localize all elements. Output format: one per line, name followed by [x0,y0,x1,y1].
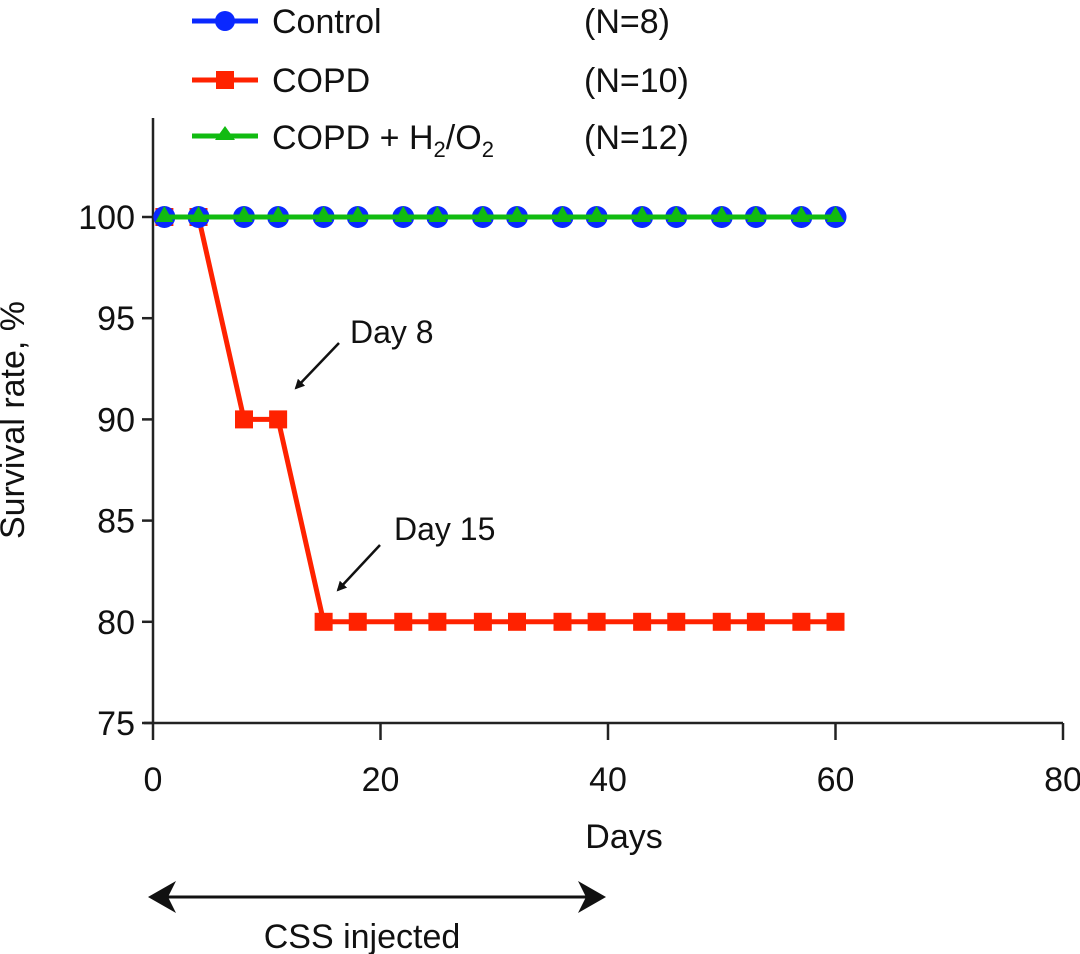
legend: Control (N=8) COPD (N=10) COPD + H2/O2 (… [192,3,689,162]
legend-label-copd-h2o2: COPD + H2/O2 [272,119,494,162]
data-point-triangle [553,206,572,222]
y-tick-label: 90 [97,401,135,439]
data-point-square [428,612,447,631]
data-point-square [553,612,572,631]
data-point-triangle [587,206,606,222]
y-axis-title: Survival rate, % [0,301,32,539]
data-point-triangle [508,206,526,222]
range-arrow-right-head [578,881,606,913]
legend-label-control: Control [272,3,382,41]
series-line [164,214,836,625]
range-arrow-left-head [148,881,176,913]
legend-marker-circle-icon [215,11,235,31]
data-point-square [633,612,652,631]
data-point-square [667,612,686,631]
legend-n-copd: (N=10) [584,62,689,100]
data-point-square [712,612,731,631]
series-copd-h2-o2 [155,206,845,222]
data-point-triangle [235,206,253,222]
y-tick-label: 100 [78,199,135,237]
annotations: Day 8 Day 15 [294,314,495,592]
x-axis-title: Days [585,818,662,856]
data-point-square [826,612,845,631]
data-point-triangle [826,206,845,222]
data-point-triangle [792,206,811,222]
legend-label-copd: COPD [272,62,370,100]
css-injected-range: CSS injected [148,881,606,954]
legend-marker-triangle-icon [215,126,235,140]
data-point-square [473,612,492,631]
series-copd [155,208,845,631]
axes: 75 80 85 90 95 100 0 20 40 60 80 [78,118,1080,799]
data-point-triangle [633,206,652,222]
data-point-triangle [712,206,731,222]
data-point-triangle [269,206,288,222]
x-tick-label: 20 [362,761,400,799]
annotation-arrow-day-8 [294,342,340,390]
data-point-triangle [667,206,686,222]
range-label: CSS injected [264,918,461,954]
series-layer [153,206,847,631]
legend-n-copd-h2o2: (N=12) [584,119,689,157]
data-point-square [348,612,367,631]
legend-item-copd-h2o2: COPD + H2/O2 (N=12) [192,119,689,162]
data-point-triangle [155,206,174,222]
legend-marker-square-icon [216,71,234,89]
data-point-triangle [348,206,367,222]
data-point-square [394,612,413,631]
data-point-square [235,410,253,429]
data-point-triangle [314,206,333,222]
x-tick-label: 80 [1044,761,1080,799]
legend-item-copd: COPD (N=10) [192,62,689,100]
annotation-arrow-day-15 [336,544,381,592]
data-point-square [269,410,288,429]
annotation-day-15: Day 15 [394,511,495,547]
data-point-triangle [428,206,447,222]
y-tick-label: 85 [97,503,135,541]
annotation-day-8: Day 8 [350,314,434,350]
data-point-square [792,612,811,631]
data-point-square [587,612,606,631]
y-tick-label: 95 [97,300,135,338]
data-point-square [746,612,765,631]
legend-n-control: (N=8) [584,3,670,41]
x-tick-label: 40 [589,761,627,799]
legend-item-control: Control (N=8) [192,3,670,41]
data-point-triangle [473,206,492,222]
y-tick-label: 80 [97,604,135,642]
data-point-square [508,612,526,631]
data-point-triangle [189,206,208,222]
x-tick-label: 60 [817,761,855,799]
data-point-triangle [394,206,413,222]
data-point-square [314,612,333,631]
y-tick-label: 75 [97,705,135,743]
x-tick-label: 0 [144,761,163,799]
data-point-triangle [746,206,765,222]
